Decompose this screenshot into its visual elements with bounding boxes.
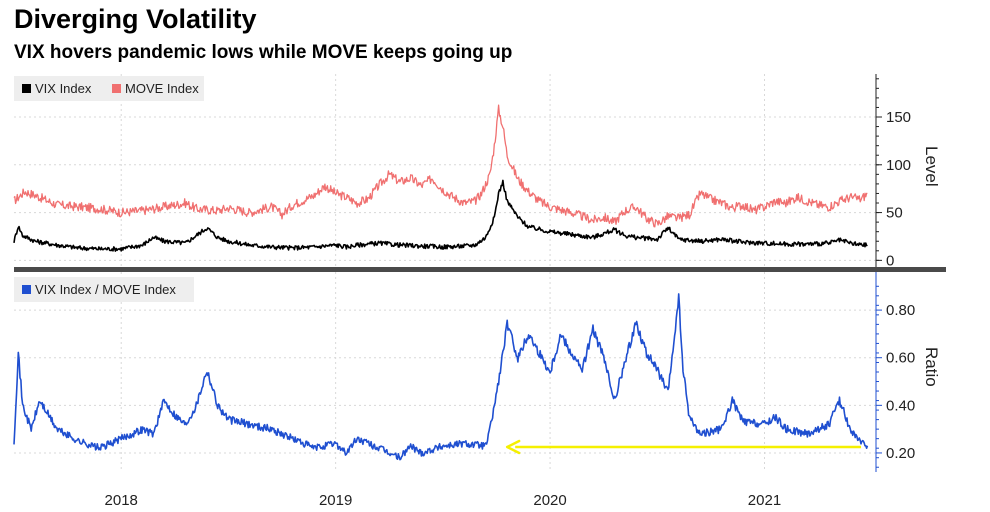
bottom-legend-box — [14, 277, 194, 302]
bottom-y-tick-label-0.20: 0.20 — [886, 445, 915, 462]
chart-title: Diverging Volatility — [14, 4, 257, 34]
x-tick-label-2019: 2019 — [319, 492, 352, 509]
top-y-tick-label-0: 0 — [886, 252, 894, 269]
top-y-axis-title: Level — [922, 146, 941, 187]
top-y-tick-label-50: 50 — [886, 205, 903, 222]
series-line-move-index — [13, 104, 868, 228]
bottom-y-tick-label-0.80: 0.80 — [886, 302, 915, 319]
legend-label-vix: VIX Index — [35, 81, 92, 96]
bottom-y-tick-label-0.60: 0.60 — [886, 350, 915, 367]
panel-divider — [14, 267, 946, 272]
legend-swatch-vix — [22, 84, 31, 93]
x-tick-label-2021: 2021 — [748, 492, 781, 509]
x-tick-label-2018: 2018 — [105, 492, 138, 509]
bottom-y-axis-title: Ratio — [922, 347, 941, 387]
top-legend-box — [14, 76, 204, 101]
annotation-arrow-head — [505, 439, 521, 455]
series-line-vix-move-ratio — [13, 293, 869, 461]
legend-label-ratio: VIX Index / MOVE Index — [35, 282, 176, 297]
chart-subtitle: VIX hovers pandemic lows while MOVE keep… — [14, 42, 513, 63]
x-tick-label-2020: 2020 — [533, 492, 566, 509]
top-y-tick-label-100: 100 — [886, 157, 911, 174]
legend-label-move: MOVE Index — [125, 81, 199, 96]
legend-swatch-move — [112, 84, 121, 93]
series-line-vix-index — [13, 179, 868, 252]
top-y-tick-label-150: 150 — [886, 109, 911, 126]
legend-swatch-ratio — [22, 285, 31, 294]
bottom-y-tick-label-0.40: 0.40 — [886, 397, 915, 414]
